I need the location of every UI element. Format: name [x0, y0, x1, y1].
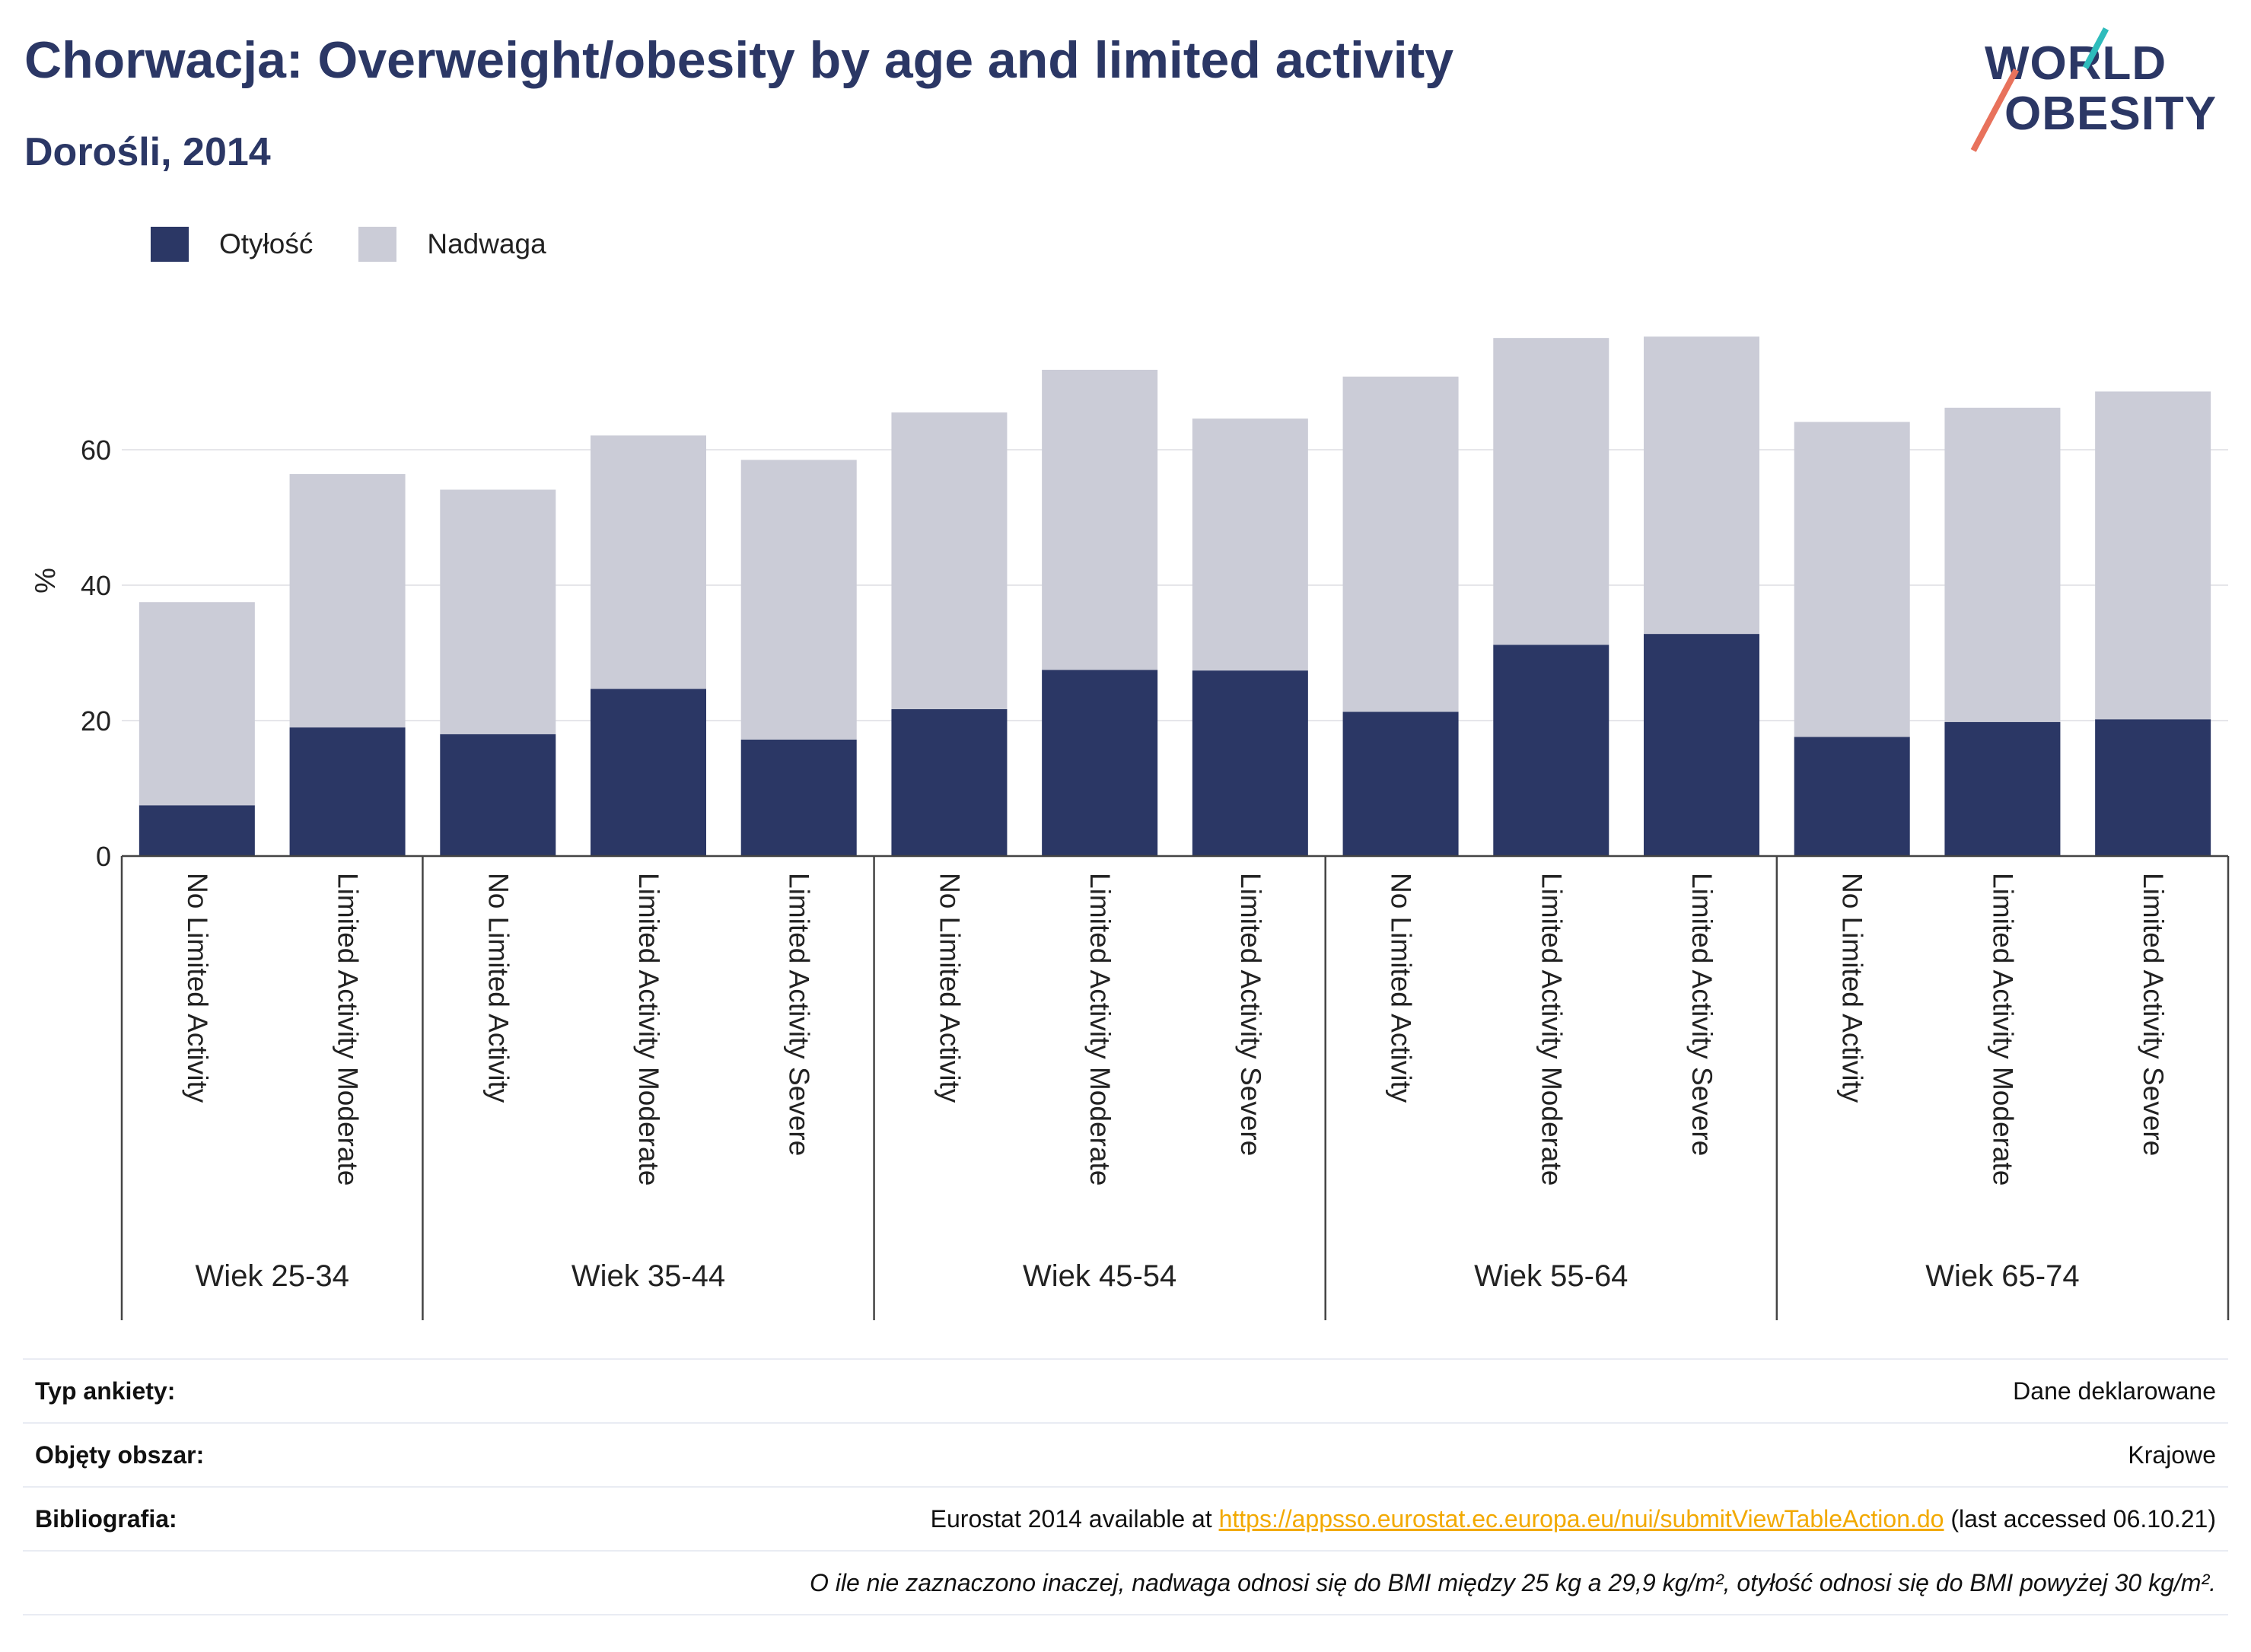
- legend-item-obesity[interactable]: Otyłość: [151, 227, 313, 262]
- bibliography-value: Eurostat 2014 available at https://appss…: [931, 1505, 2216, 1533]
- bar-obesity: [1342, 711, 1459, 856]
- y-tick-label: 40: [81, 570, 111, 601]
- bar-obesity: [440, 734, 556, 856]
- x-group-label: Wiek 65-74: [1925, 1259, 2079, 1293]
- bar-obesity: [740, 739, 857, 856]
- world-obesity-logo: WORLD OBESITY: [1970, 27, 2225, 160]
- bar-obesity: [289, 727, 406, 856]
- definition-note-row: O ile nie zaznaczono inaczej, nadwaga od…: [23, 1550, 2228, 1615]
- x-category-label: No Limited Activity: [482, 873, 514, 1103]
- logo-text-line2: OBESITY: [2004, 88, 2218, 140]
- x-category-label: Limited Activity Severe: [784, 873, 815, 1156]
- x-category-label: No Limited Activity: [1386, 873, 1417, 1103]
- bar-overweight: [1493, 338, 1609, 645]
- bar-overweight: [440, 489, 556, 734]
- chart-legend: Otyłość Nadwaga: [151, 227, 592, 262]
- legend-item-overweight[interactable]: Nadwaga: [358, 227, 546, 262]
- bibliography-prefix: Eurostat 2014 available at: [930, 1504, 1219, 1533]
- stacked-bar-chart: 0 20 40 60% No Limited Activity Limited Activ…: [30, 336, 2230, 1320]
- bibliography-label: Bibliografia:: [35, 1504, 177, 1533]
- y-tick-label: 0: [96, 841, 111, 872]
- x-category-label: Limited Activity Severe: [1686, 873, 1718, 1156]
- bar-overweight: [1192, 419, 1308, 671]
- bibliography-suffix: (last accessed 06.10.21): [1944, 1504, 2216, 1533]
- bar-overweight: [1944, 407, 2061, 722]
- bar-overweight: [891, 412, 1008, 709]
- definition-note: O ile nie zaznaczono inaczej, nadwaga od…: [809, 1568, 2216, 1596]
- chart-title: Chorwacja: Overweight/obesity by age and…: [24, 31, 1454, 89]
- legend-label-overweight: Nadwaga: [427, 228, 546, 259]
- info-table: Typ ankiety: Dane deklarowane Objęty obs…: [23, 1358, 2228, 1615]
- bar-overweight: [1644, 336, 1759, 635]
- x-category-label: Limited Activity Severe: [2138, 873, 2169, 1156]
- x-category-label: Limited Activity Moderate: [633, 873, 664, 1186]
- x-category-label: Limited Activity Moderate: [1987, 873, 2018, 1186]
- x-category-label: Limited Activity Moderate: [333, 873, 364, 1186]
- y-axis-label: %: [30, 568, 62, 594]
- coverage-label: Objęty obszar:: [35, 1440, 205, 1469]
- bar-overweight: [1794, 422, 1910, 737]
- bar-obesity: [1493, 645, 1609, 856]
- bar-overweight: [740, 460, 857, 740]
- x-category-label: No Limited Activity: [182, 873, 213, 1103]
- chart-subtitle: Dorośli, 2014: [24, 130, 271, 174]
- bar-overweight: [1342, 376, 1459, 712]
- x-category-label: No Limited Activity: [1837, 873, 1868, 1103]
- coverage-value: Krajowe: [2128, 1440, 2216, 1469]
- bar-obesity: [1794, 737, 1910, 856]
- bar-obesity: [1944, 721, 2061, 856]
- bar-obesity: [1644, 634, 1759, 856]
- bar-overweight: [289, 474, 406, 727]
- bibliography-link[interactable]: https://appsso.eurostat.ec.europa.eu/nui…: [1218, 1504, 1944, 1533]
- survey-type-label: Typ ankiety:: [35, 1377, 176, 1405]
- bar-obesity: [591, 689, 706, 856]
- x-category-label: No Limited Activity: [934, 873, 965, 1103]
- x-group-label: Wiek 35-44: [572, 1259, 725, 1293]
- bar-overweight: [1042, 369, 1158, 670]
- coverage-row: Objęty obszar: Krajowe: [23, 1422, 2228, 1486]
- x-category-label: Limited Activity Moderate: [1536, 873, 1567, 1186]
- x-category-label: Limited Activity Severe: [1235, 873, 1266, 1156]
- bar-obesity: [1042, 670, 1158, 856]
- bar-obesity: [891, 708, 1008, 856]
- x-group-label: Wiek 25-34: [196, 1259, 349, 1293]
- x-group-label: Wiek 45-54: [1023, 1259, 1176, 1293]
- bar-overweight: [2095, 391, 2211, 720]
- bar-obesity: [1192, 670, 1308, 856]
- x-group-label: Wiek 55-64: [1474, 1259, 1628, 1293]
- y-tick-label: 20: [81, 705, 111, 737]
- logo-text-line1: WORLD: [1985, 37, 2167, 90]
- x-category-label: Limited Activity Moderate: [1084, 873, 1116, 1186]
- bibliography-row: Bibliografia: Eurostat 2014 available at…: [23, 1486, 2228, 1550]
- legend-swatch-obesity: [151, 227, 189, 262]
- survey-type-value: Dane deklarowane: [2013, 1377, 2216, 1405]
- survey-type-row: Typ ankiety: Dane deklarowane: [23, 1358, 2228, 1422]
- bar-obesity: [138, 805, 255, 856]
- bar-overweight: [138, 602, 255, 806]
- legend-label-obesity: Otyłość: [219, 228, 314, 259]
- y-tick-label: 60: [81, 434, 111, 466]
- bar-overweight: [591, 435, 706, 689]
- legend-swatch-overweight: [358, 227, 397, 262]
- bar-obesity: [2095, 719, 2211, 856]
